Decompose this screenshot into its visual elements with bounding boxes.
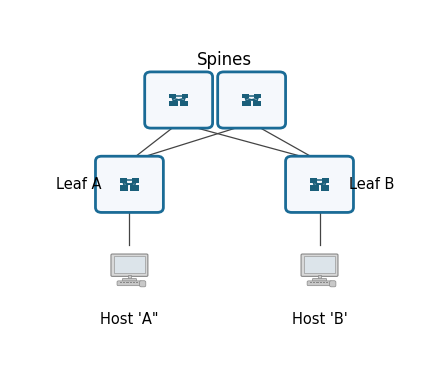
FancyBboxPatch shape xyxy=(321,185,329,191)
Bar xyxy=(326,283,328,284)
Bar xyxy=(320,282,322,283)
Bar xyxy=(133,282,135,283)
FancyBboxPatch shape xyxy=(95,156,163,212)
Bar xyxy=(126,283,128,284)
FancyBboxPatch shape xyxy=(254,93,261,98)
FancyBboxPatch shape xyxy=(312,278,327,282)
FancyBboxPatch shape xyxy=(132,178,139,182)
Bar xyxy=(126,282,128,283)
FancyBboxPatch shape xyxy=(242,93,249,98)
Bar xyxy=(310,283,312,284)
Text: Spines: Spines xyxy=(197,51,252,69)
FancyBboxPatch shape xyxy=(253,101,261,107)
Bar xyxy=(313,282,315,283)
Bar xyxy=(323,282,325,283)
Bar xyxy=(310,282,312,283)
FancyBboxPatch shape xyxy=(286,156,353,212)
Bar xyxy=(316,283,318,284)
FancyBboxPatch shape xyxy=(322,178,329,182)
Bar xyxy=(318,275,321,279)
FancyBboxPatch shape xyxy=(304,256,335,273)
Polygon shape xyxy=(302,275,338,276)
Bar xyxy=(136,283,138,284)
Polygon shape xyxy=(147,255,148,276)
FancyBboxPatch shape xyxy=(180,101,188,107)
Bar xyxy=(120,283,122,284)
Bar xyxy=(313,283,315,284)
FancyBboxPatch shape xyxy=(330,281,336,287)
Bar xyxy=(123,283,125,284)
FancyBboxPatch shape xyxy=(122,278,137,282)
Bar xyxy=(128,275,131,279)
FancyBboxPatch shape xyxy=(120,178,127,182)
FancyBboxPatch shape xyxy=(181,93,188,98)
FancyBboxPatch shape xyxy=(310,185,318,191)
FancyBboxPatch shape xyxy=(307,281,332,286)
Bar xyxy=(130,283,132,284)
FancyBboxPatch shape xyxy=(169,93,176,98)
Text: Host 'B': Host 'B' xyxy=(292,312,347,327)
Bar xyxy=(320,283,322,284)
Polygon shape xyxy=(337,255,338,276)
FancyBboxPatch shape xyxy=(242,101,251,107)
FancyBboxPatch shape xyxy=(114,256,145,273)
Bar xyxy=(326,282,328,283)
Text: Leaf A: Leaf A xyxy=(56,177,101,192)
Bar xyxy=(133,283,135,284)
FancyBboxPatch shape xyxy=(218,72,286,128)
FancyBboxPatch shape xyxy=(111,254,148,276)
Polygon shape xyxy=(112,275,148,276)
Bar xyxy=(130,282,132,283)
FancyBboxPatch shape xyxy=(120,185,128,191)
Text: Host 'A": Host 'A" xyxy=(100,312,159,327)
Bar xyxy=(136,282,138,283)
FancyBboxPatch shape xyxy=(131,185,139,191)
FancyBboxPatch shape xyxy=(117,281,142,286)
FancyBboxPatch shape xyxy=(310,178,317,182)
Text: Leaf B: Leaf B xyxy=(350,177,395,192)
FancyBboxPatch shape xyxy=(169,101,178,107)
Bar xyxy=(123,282,125,283)
Bar xyxy=(323,283,325,284)
Bar xyxy=(120,282,122,283)
FancyBboxPatch shape xyxy=(140,281,146,287)
Bar xyxy=(316,282,318,283)
FancyBboxPatch shape xyxy=(301,254,338,276)
FancyBboxPatch shape xyxy=(145,72,212,128)
